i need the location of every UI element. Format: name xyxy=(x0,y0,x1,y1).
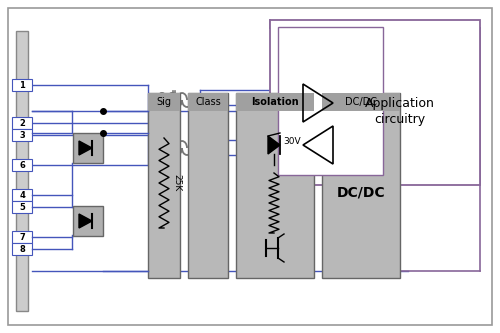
Text: Class: Class xyxy=(195,97,221,107)
Polygon shape xyxy=(79,141,92,155)
Text: 8: 8 xyxy=(19,244,25,253)
Bar xyxy=(188,93,228,278)
Text: 30V: 30V xyxy=(283,138,300,147)
Text: 3: 3 xyxy=(19,131,25,140)
Bar xyxy=(322,93,400,278)
Text: Sig: Sig xyxy=(156,97,172,107)
Text: 5: 5 xyxy=(19,202,25,211)
Text: DC/DC: DC/DC xyxy=(336,186,386,200)
Bar xyxy=(12,117,32,129)
Bar xyxy=(12,79,32,91)
Text: DC/DC: DC/DC xyxy=(345,97,377,107)
Text: circuitry: circuitry xyxy=(374,114,426,127)
Bar xyxy=(16,31,28,311)
Bar xyxy=(12,129,32,141)
Text: Application: Application xyxy=(365,97,435,110)
Bar xyxy=(148,93,180,278)
Bar xyxy=(322,93,400,111)
Bar xyxy=(188,93,228,111)
Polygon shape xyxy=(268,136,280,154)
Bar xyxy=(73,133,103,163)
Bar xyxy=(12,243,32,255)
Bar xyxy=(12,189,32,201)
Bar xyxy=(278,27,383,175)
Text: 1: 1 xyxy=(19,81,25,90)
Polygon shape xyxy=(79,214,92,228)
Text: 25K: 25K xyxy=(172,174,181,191)
Bar xyxy=(12,159,32,171)
Bar xyxy=(270,20,480,185)
Bar xyxy=(236,93,314,278)
Text: 6: 6 xyxy=(19,161,25,169)
Text: Isolation: Isolation xyxy=(251,97,299,107)
Bar xyxy=(73,206,103,236)
Text: 4: 4 xyxy=(19,190,25,199)
Bar xyxy=(12,201,32,213)
Bar xyxy=(148,93,180,111)
Text: 2: 2 xyxy=(19,119,25,128)
Bar xyxy=(236,93,314,111)
Bar xyxy=(12,231,32,243)
Text: 7: 7 xyxy=(19,232,25,241)
